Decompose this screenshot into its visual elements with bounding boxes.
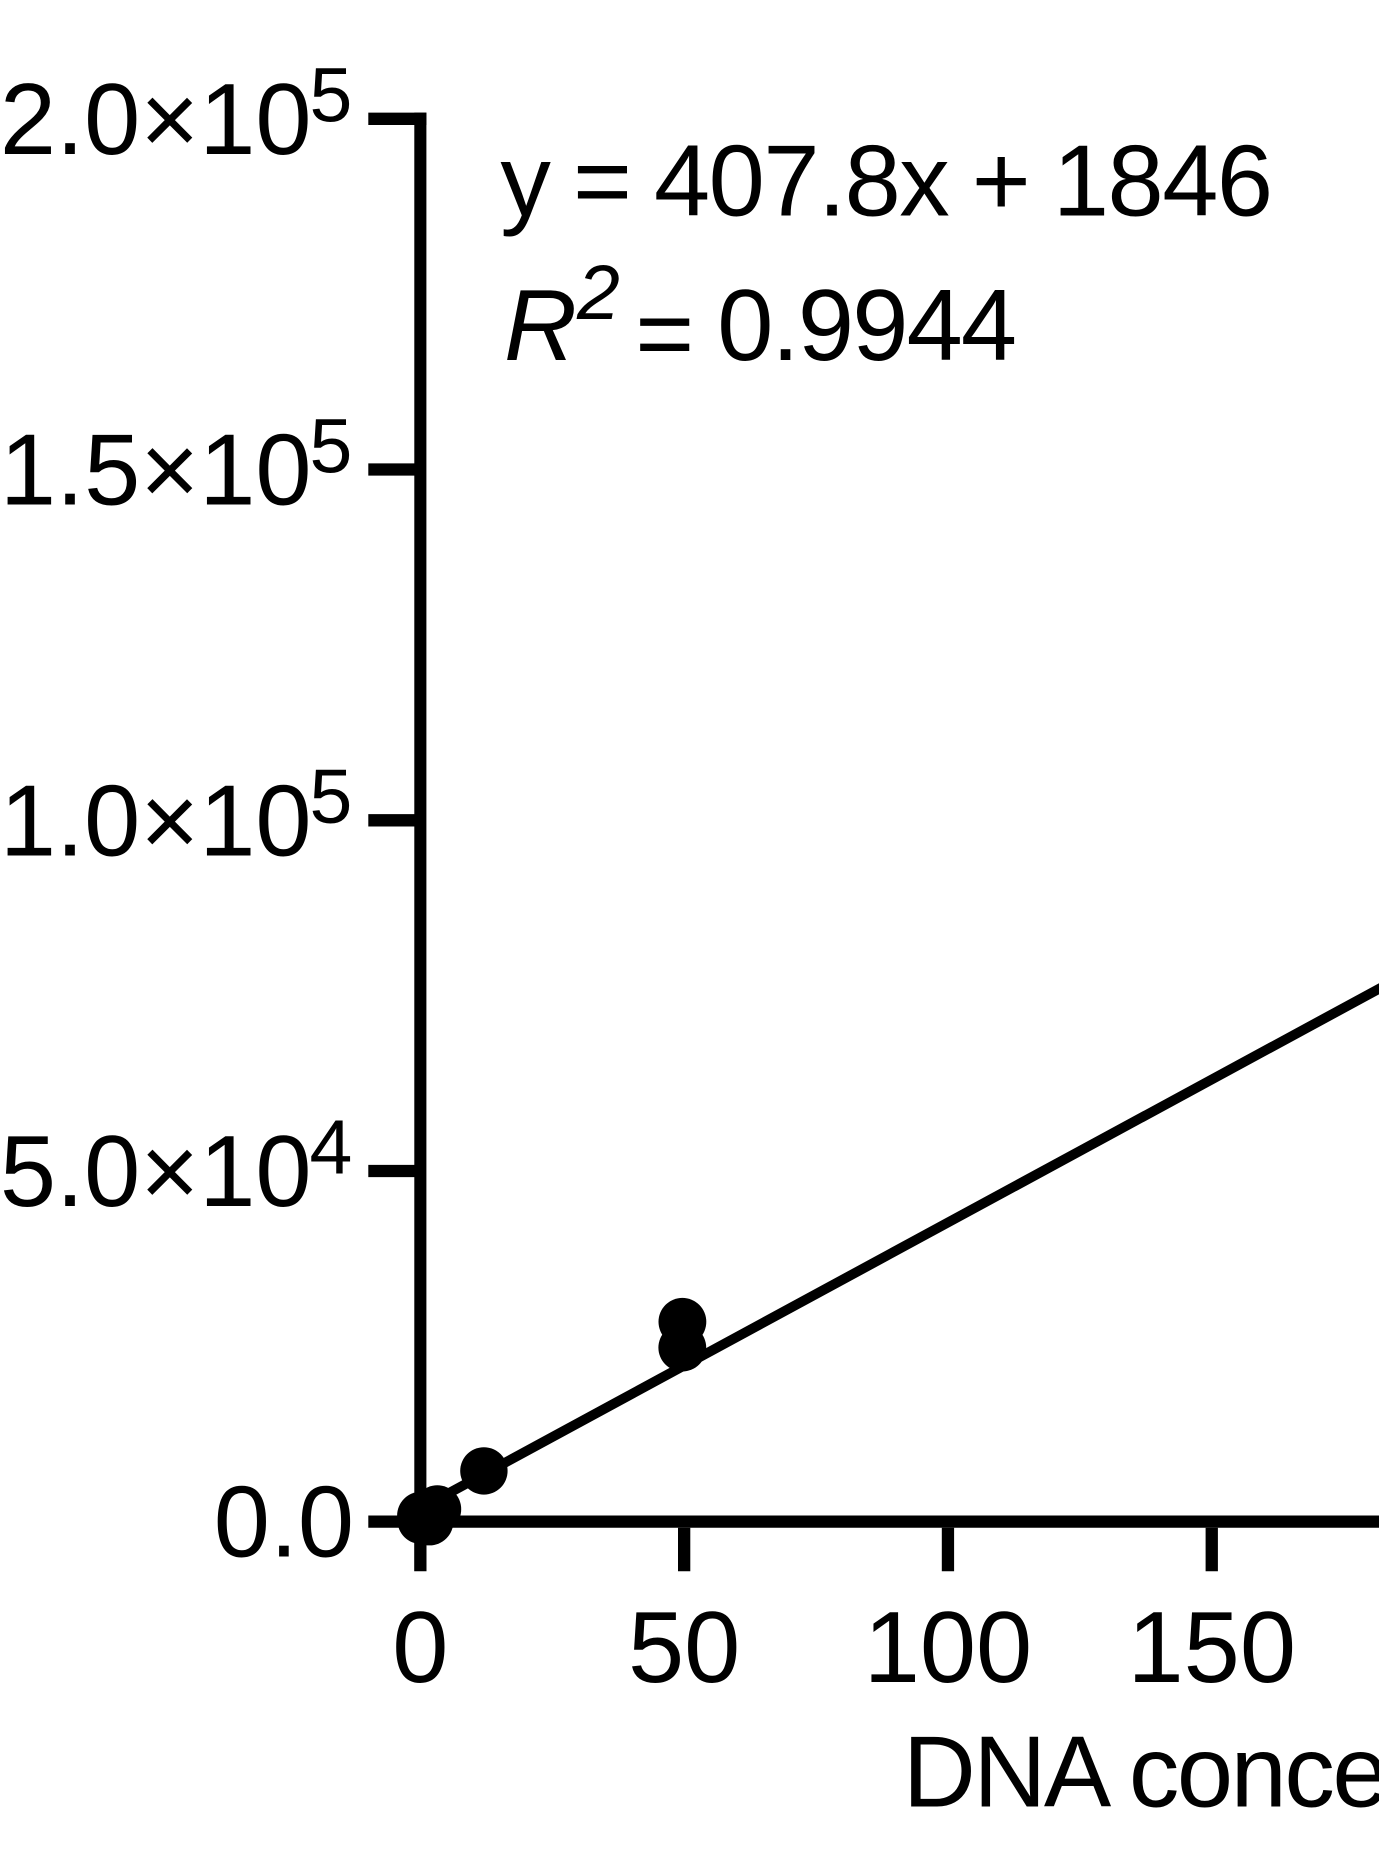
svg-text:y = 407.8x + 1846: y = 407.8x + 1846 — [500, 126, 1271, 238]
svg-text:5: 5 — [310, 754, 353, 840]
svg-text:100: 100 — [864, 1592, 1033, 1704]
svg-text:0: 0 — [392, 1592, 448, 1704]
svg-text:=: = — [635, 278, 694, 390]
svg-text:0.0: 0.0 — [214, 1467, 354, 1579]
svg-text:0.9944: 0.9944 — [717, 270, 1015, 382]
svg-text:5.0×10: 5.0×10 — [0, 1116, 312, 1228]
svg-text:5: 5 — [310, 403, 353, 489]
svg-text:50: 50 — [628, 1592, 740, 1704]
svg-text:R: R — [504, 270, 577, 382]
svg-text:5: 5 — [310, 53, 353, 139]
svg-text:DNA concentration (ng/mL): DNA concentration (ng/mL) — [903, 1716, 1379, 1828]
svg-text:2.0×10: 2.0×10 — [0, 64, 312, 176]
svg-text:150: 150 — [1127, 1592, 1296, 1704]
svg-text:1.0×10: 1.0×10 — [0, 765, 312, 877]
svg-text:4: 4 — [310, 1105, 353, 1191]
svg-text:1.5×10: 1.5×10 — [0, 415, 312, 527]
svg-text:2: 2 — [576, 250, 620, 336]
